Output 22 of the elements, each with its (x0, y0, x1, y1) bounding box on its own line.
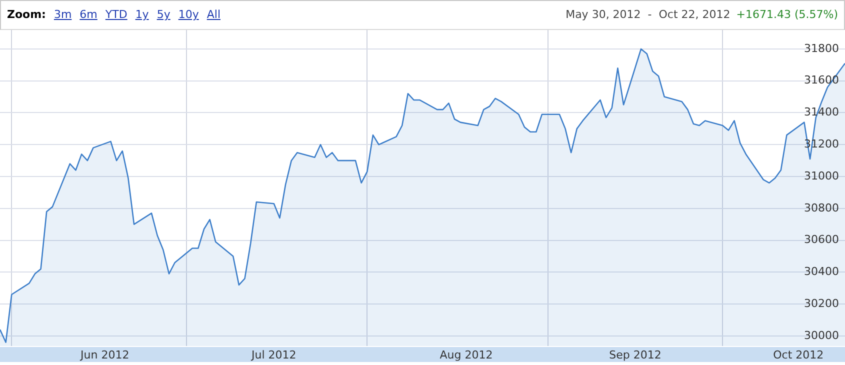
y-tick-label: 31800 (804, 42, 839, 55)
x-tick-label: Jun 2012 (80, 348, 130, 362)
x-tick-label: Jul 2012 (250, 348, 296, 362)
y-tick-label: 30600 (804, 233, 839, 246)
x-tick-label: Oct 2012 (773, 348, 824, 362)
text: 1y (135, 8, 149, 21)
y-tick-label: 31000 (804, 169, 839, 182)
text: 5y (156, 8, 170, 21)
text: 6m (80, 8, 98, 21)
text: 3m (54, 8, 72, 21)
text: 10y (178, 8, 199, 21)
text: +1671.43 (5.57%) (736, 8, 838, 21)
x-tick-label: Aug 2012 (440, 348, 493, 362)
x-tick-label: Sep 2012 (609, 348, 662, 362)
y-tick-label: 30400 (804, 265, 839, 278)
y-tick-label: 30800 (804, 201, 839, 214)
y-tick-label: 30200 (804, 296, 839, 310)
text: Zoom: (7, 8, 46, 21)
y-tick-label: 30000 (804, 328, 839, 342)
text: All (206, 8, 220, 21)
text: YTD (105, 8, 128, 21)
text: May 30, 2012 - Oct 22, 2012 (566, 8, 730, 21)
